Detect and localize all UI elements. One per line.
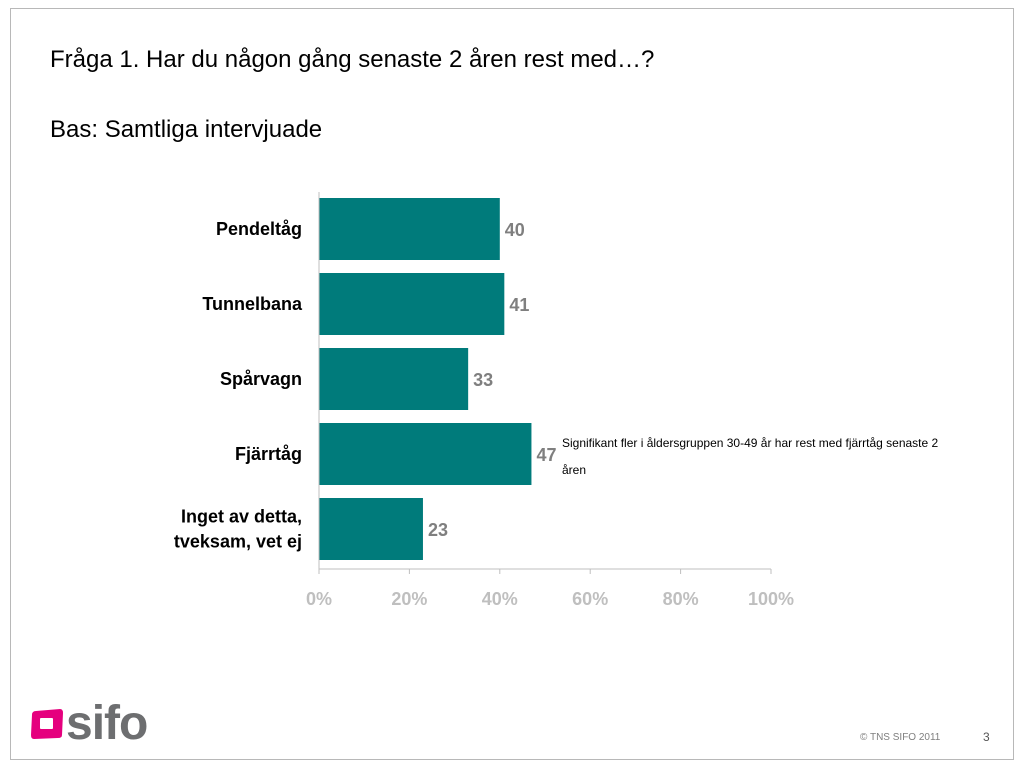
bar-2 xyxy=(319,273,505,335)
significance-annotation: Signifikant fler i åldersgruppen 30-49 å… xyxy=(562,436,939,477)
category-label-1: Pendeltåg xyxy=(216,219,302,239)
x-tick-label-2: 20% xyxy=(391,589,427,609)
value-label-5: 23 xyxy=(428,520,448,540)
x-tick-label-4: 60% xyxy=(572,589,608,609)
bar-3 xyxy=(319,348,469,410)
x-tick-label-1: 0% xyxy=(306,589,332,609)
value-label-2: 41 xyxy=(509,295,529,315)
bar-4 xyxy=(319,423,532,485)
category-label-4: Fjärrtåg xyxy=(235,444,302,464)
logo-text: sifo xyxy=(66,697,148,750)
page-number: 3 xyxy=(983,730,990,744)
sifo-logo: sifo xyxy=(30,697,148,750)
question-title: Fråga 1. Har du någon gång senaste 2 åre… xyxy=(50,46,655,73)
category-label-2: Tunnelbana xyxy=(202,294,303,314)
value-label-1: 40 xyxy=(505,220,525,240)
category-label-3: Spårvagn xyxy=(220,369,302,389)
logo-mark-icon xyxy=(31,709,63,739)
slide-frame xyxy=(10,8,1014,760)
x-tick-label-6: 100% xyxy=(748,589,794,609)
value-label-3: 33 xyxy=(473,370,493,390)
copyright-text: © TNS SIFO 2011 xyxy=(860,732,941,743)
x-tick-label-5: 80% xyxy=(663,589,699,609)
value-label-4: 47 xyxy=(536,445,556,465)
bar-5 xyxy=(319,498,423,560)
x-tick-label-3: 40% xyxy=(482,589,518,609)
base-title: Bas: Samtliga intervjuade xyxy=(50,116,323,143)
category-label-5: Inget av detta, tveksam, vet ej xyxy=(174,507,302,552)
bar-1 xyxy=(319,198,500,260)
